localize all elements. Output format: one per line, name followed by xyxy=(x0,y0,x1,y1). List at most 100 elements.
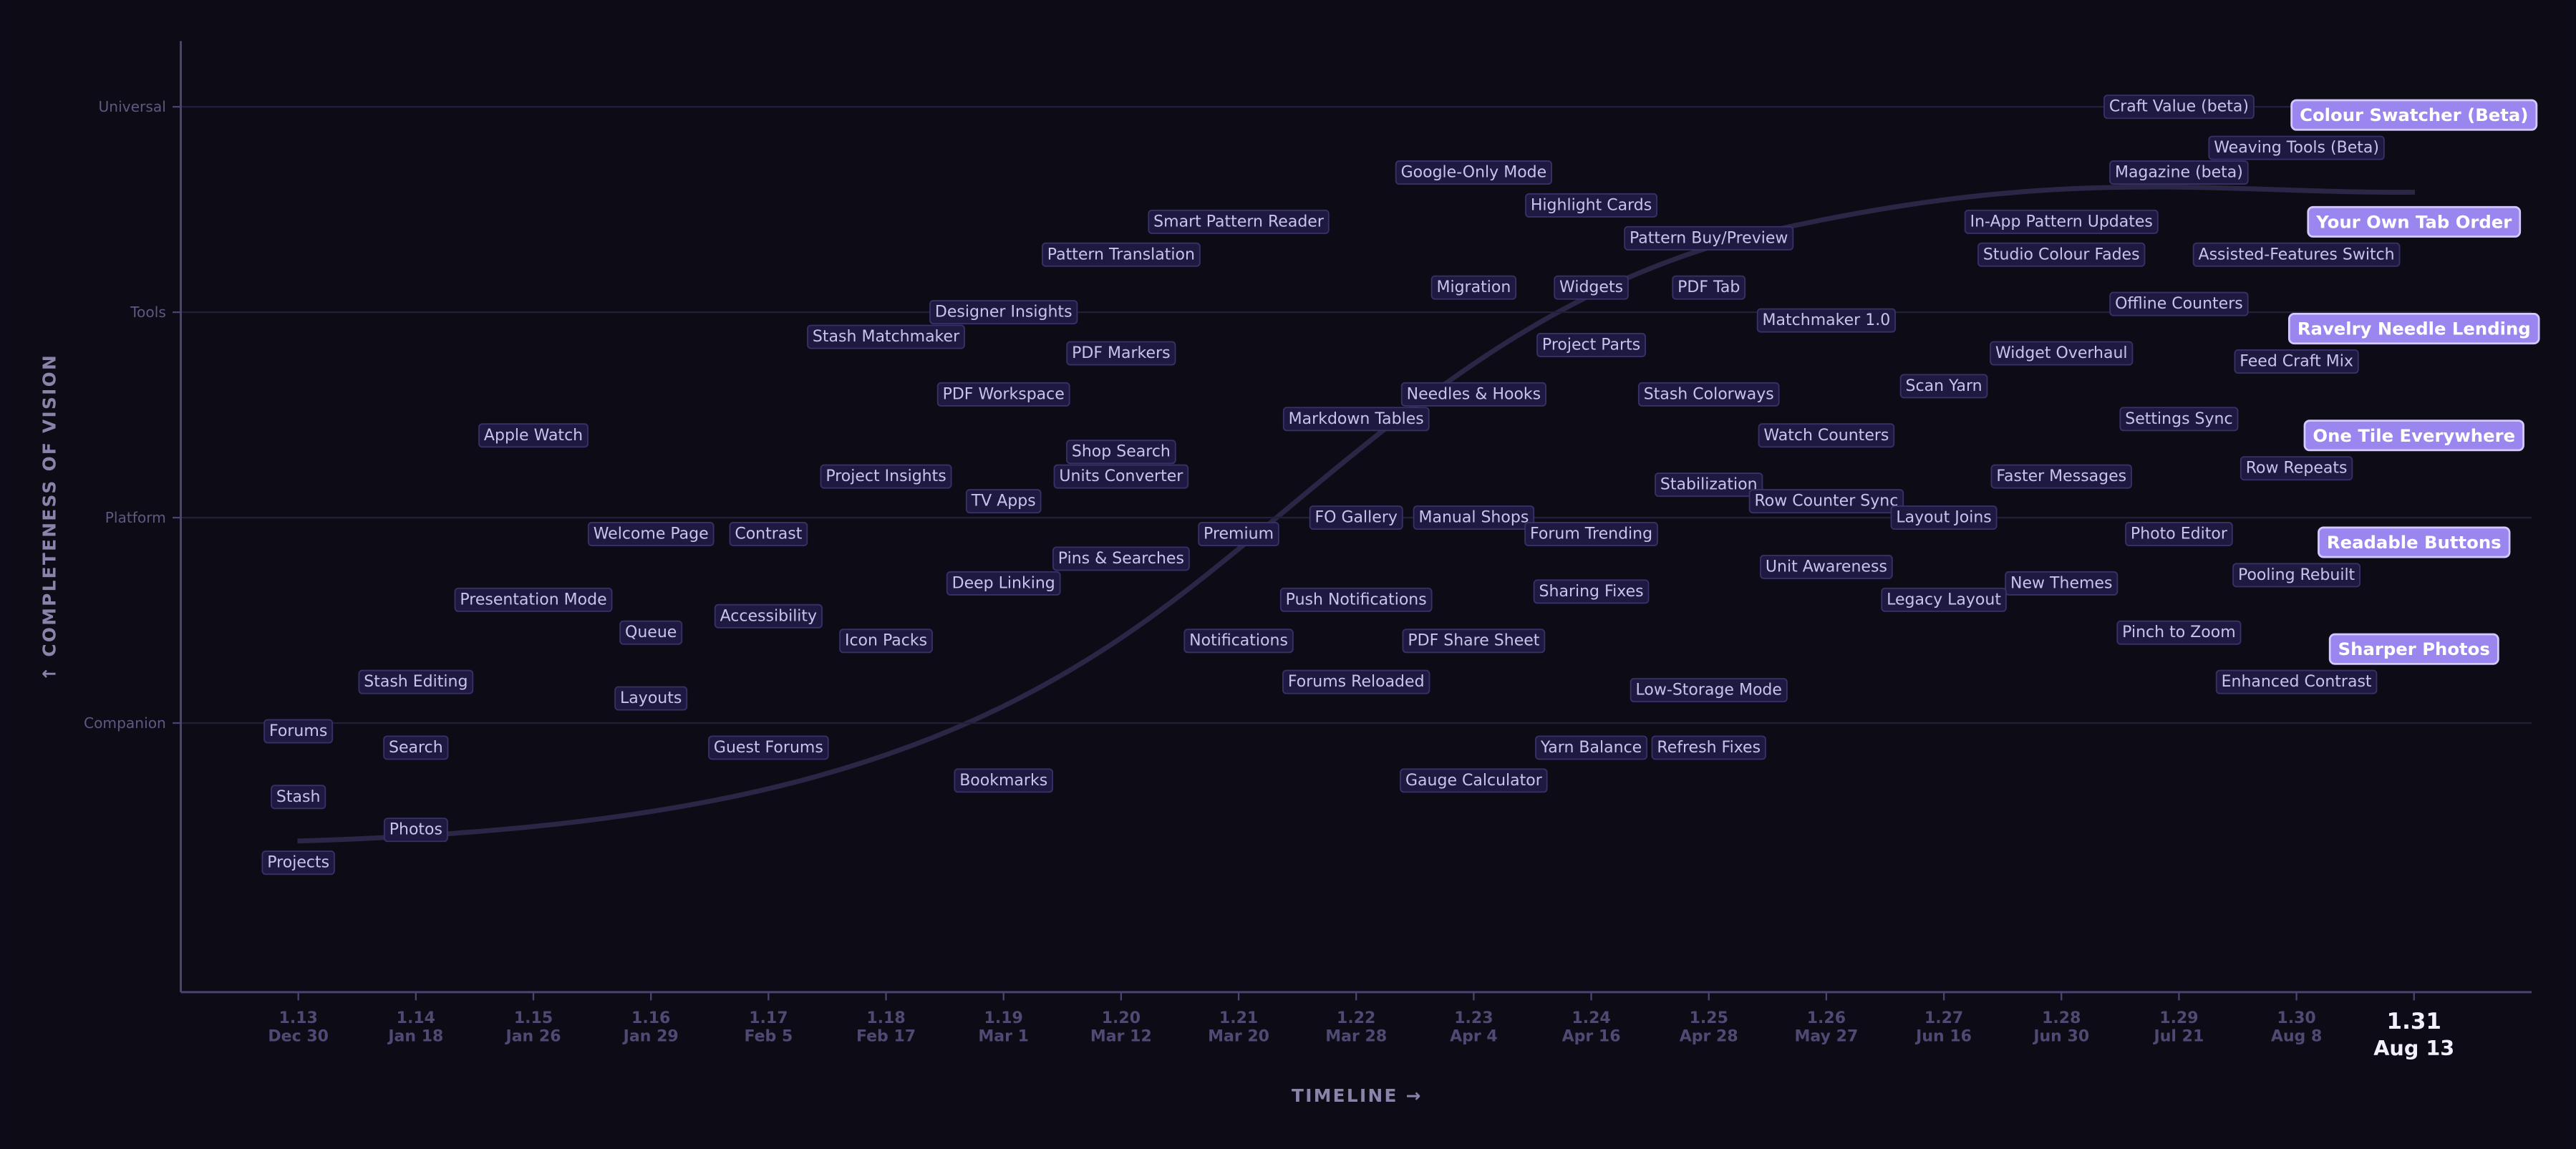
item-box xyxy=(1525,193,1658,218)
item-box xyxy=(619,620,683,645)
item-label: Push Notifications xyxy=(1286,591,1427,609)
item-label: Search xyxy=(389,739,443,757)
item-label: Google-Only Mode xyxy=(1401,164,1547,182)
roadmap-item: Deep Linking xyxy=(946,571,1061,596)
item-label: Accessibility xyxy=(720,607,817,625)
roadmap-item: Designer Insights xyxy=(929,300,1078,325)
item-box xyxy=(2303,420,2524,452)
item-label: Colour Swatcher (Beta) xyxy=(2300,105,2528,125)
item-box xyxy=(1630,678,1788,703)
item-label: Stash Editing xyxy=(364,673,468,691)
roadmap-item: Notifications xyxy=(1183,629,1294,654)
item-box xyxy=(2192,242,2401,267)
item-label: Migration xyxy=(1436,278,1511,296)
item-label: PDF Tab xyxy=(1677,278,1740,296)
y-tick-label: Companion xyxy=(84,714,166,732)
item-box xyxy=(1395,160,1552,185)
item-box xyxy=(1655,472,1763,498)
item-box xyxy=(1535,735,1648,760)
item-box xyxy=(708,735,829,760)
item-label: In-App Pattern Updates xyxy=(1970,213,2153,231)
x-tick-label: 1.13 xyxy=(279,1009,318,1027)
roadmap-item: Projects xyxy=(261,850,335,876)
item-box xyxy=(263,719,334,744)
item-label: Manual Shops xyxy=(1418,509,1529,527)
featured-item: Colour Swatcher (Beta) xyxy=(2290,99,2538,131)
item-box xyxy=(383,818,448,843)
featured-item: Sharper Photos xyxy=(2328,633,2499,665)
item-box xyxy=(2328,633,2499,665)
item-label: Craft Value (beta) xyxy=(2109,98,2249,116)
item-box xyxy=(383,735,449,760)
x-tick-date: Mar 20 xyxy=(1208,1027,1269,1045)
item-box xyxy=(2208,135,2385,160)
roadmap-item: Sharing Fixes xyxy=(1533,579,1650,604)
item-box xyxy=(2234,349,2359,374)
item-label: Markdown Tables xyxy=(1289,410,1424,428)
y-tick-label: Tools xyxy=(130,304,166,321)
item-label: TV Apps xyxy=(971,493,1036,510)
item-box xyxy=(1533,579,1650,604)
item-label: New Themes xyxy=(2010,574,2112,592)
item-box xyxy=(614,686,688,711)
roadmap-item: Migration xyxy=(1430,275,1517,300)
x-tick-label: 1.26 xyxy=(1807,1009,1846,1027)
item-box xyxy=(1183,629,1294,654)
x-tick-date: Jul 21 xyxy=(2153,1027,2204,1045)
x-tick-date: Mar 1 xyxy=(978,1027,1029,1045)
roadmap-item: Yarn Balance xyxy=(1535,735,1648,760)
item-label: Pooling Rebuilt xyxy=(2238,566,2355,584)
featured-item: One Tile Everywhere xyxy=(2303,420,2524,452)
item-box xyxy=(1651,735,1766,760)
item-label: Offline Counters xyxy=(2115,295,2243,313)
item-box xyxy=(2103,94,2255,120)
item-label: Guest Forums xyxy=(714,739,823,757)
item-box xyxy=(1756,308,1897,333)
item-box xyxy=(2307,205,2522,238)
item-box xyxy=(2287,313,2540,345)
item-label: Project Parts xyxy=(1542,336,1640,354)
x-tick-date: Jan 26 xyxy=(505,1027,561,1045)
item-label: Unit Awareness xyxy=(1766,558,1887,576)
roadmap-item: Offline Counters xyxy=(2109,291,2249,316)
roadmap-item: Pins & Searches xyxy=(1052,546,1190,571)
item-label: Designer Insights xyxy=(935,304,1072,321)
item-label: Shop Search xyxy=(1072,443,1171,461)
item-label: Icon Packs xyxy=(845,632,927,650)
roadmap-item: Layouts xyxy=(614,686,688,711)
roadmap-item: FO Gallery xyxy=(1309,505,1403,530)
roadmap-item: PDF Tab xyxy=(1672,275,1746,300)
x-tick-date: Dec 30 xyxy=(268,1027,329,1045)
item-label: Stabilization xyxy=(1660,476,1758,494)
item-label: Magazine (beta) xyxy=(2115,164,2243,182)
item-label: Assisted-Features Switch xyxy=(2199,246,2395,263)
item-box xyxy=(1624,226,1794,251)
item-box xyxy=(1066,341,1176,366)
roadmap-item: Legacy Layout xyxy=(1881,587,2007,612)
item-label: Matchmaker 1.0 xyxy=(1763,311,1891,329)
item-label: Row Counter Sync xyxy=(1754,493,1898,510)
roadmap-item: Stash xyxy=(271,785,326,810)
roadmap-item: TV Apps xyxy=(965,489,1042,514)
roadmap-item: Queue xyxy=(619,620,683,645)
roadmap-item: Highlight Cards xyxy=(1525,193,1658,218)
roadmap-item: PDF Share Sheet xyxy=(1402,629,1546,654)
roadmap-item: Guest Forums xyxy=(708,735,829,760)
item-label: Smart Pattern Reader xyxy=(1153,213,1325,231)
item-box xyxy=(1524,522,1658,546)
roadmap-item: PDF Markers xyxy=(1066,341,1176,366)
item-box xyxy=(1899,374,1988,399)
item-box xyxy=(1760,554,1893,579)
item-label: Highlight Cards xyxy=(1531,196,1652,214)
x-tick-label: 1.28 xyxy=(2042,1009,2081,1027)
roadmap-item: Search xyxy=(383,735,449,760)
roadmap-item: Faster Messages xyxy=(1990,464,2132,489)
x-tick-label: 1.22 xyxy=(1337,1009,1375,1027)
roadmap-item: Magazine (beta) xyxy=(2109,160,2249,185)
x-tick-label: 1.15 xyxy=(514,1009,553,1027)
x-tick-label: 1.20 xyxy=(1102,1009,1141,1027)
y-axis-title: ↑ COMPLETENESS OF VISION xyxy=(39,354,59,682)
item-box xyxy=(1279,587,1433,612)
item-label: Studio Colour Fades xyxy=(1983,246,2140,263)
